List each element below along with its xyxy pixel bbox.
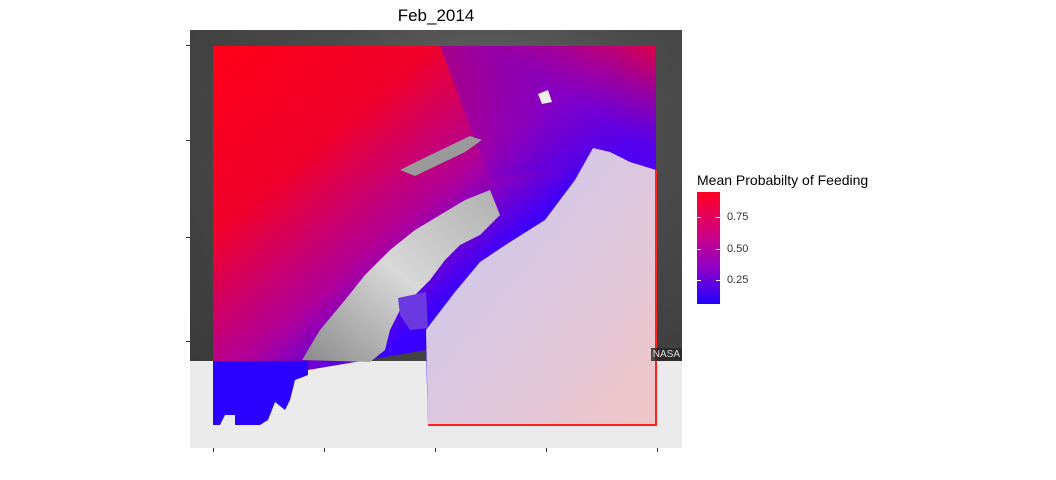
legend-colorbar (697, 192, 720, 304)
antarctic-peninsula (302, 190, 500, 362)
color-legend: Mean Probabilty of Feeding 0.75 0.50 0.2… (697, 172, 869, 304)
x-axis-tick (324, 448, 325, 452)
y-axis-tick (186, 341, 190, 342)
y-axis-tick (186, 45, 190, 46)
legend-tick (697, 280, 701, 281)
legend-tick (697, 217, 701, 218)
x-axis-tick (435, 448, 436, 452)
ice-shelf-inlet (398, 292, 428, 330)
map-panel: NASA (190, 30, 682, 448)
elephant-island (538, 90, 552, 104)
extent-border (428, 170, 657, 426)
x-axis-tick (657, 448, 658, 452)
x-axis-tick (213, 448, 214, 452)
legend-tick (716, 280, 720, 281)
map-attribution: NASA (650, 348, 682, 361)
probability-surface-northeast (440, 46, 656, 180)
legend-label: 0.75 (727, 211, 749, 223)
weddell-sea-region (426, 148, 656, 425)
legend-tick (716, 217, 720, 218)
legend-label: 0.25 (727, 274, 749, 286)
y-axis-tick (186, 237, 190, 238)
plot-title: Feb_2014 (397, 6, 475, 25)
shetland-islands (400, 136, 482, 176)
legend-title: Mean Probabilty of Feeding (697, 172, 869, 188)
legend-tick (716, 249, 720, 250)
probability-patch-southwest (213, 361, 308, 425)
probability-raster (213, 46, 657, 426)
legend-label: 0.50 (727, 243, 749, 255)
y-axis-tick (186, 140, 190, 141)
x-axis-tick (546, 448, 547, 452)
legend-tick (697, 249, 701, 250)
